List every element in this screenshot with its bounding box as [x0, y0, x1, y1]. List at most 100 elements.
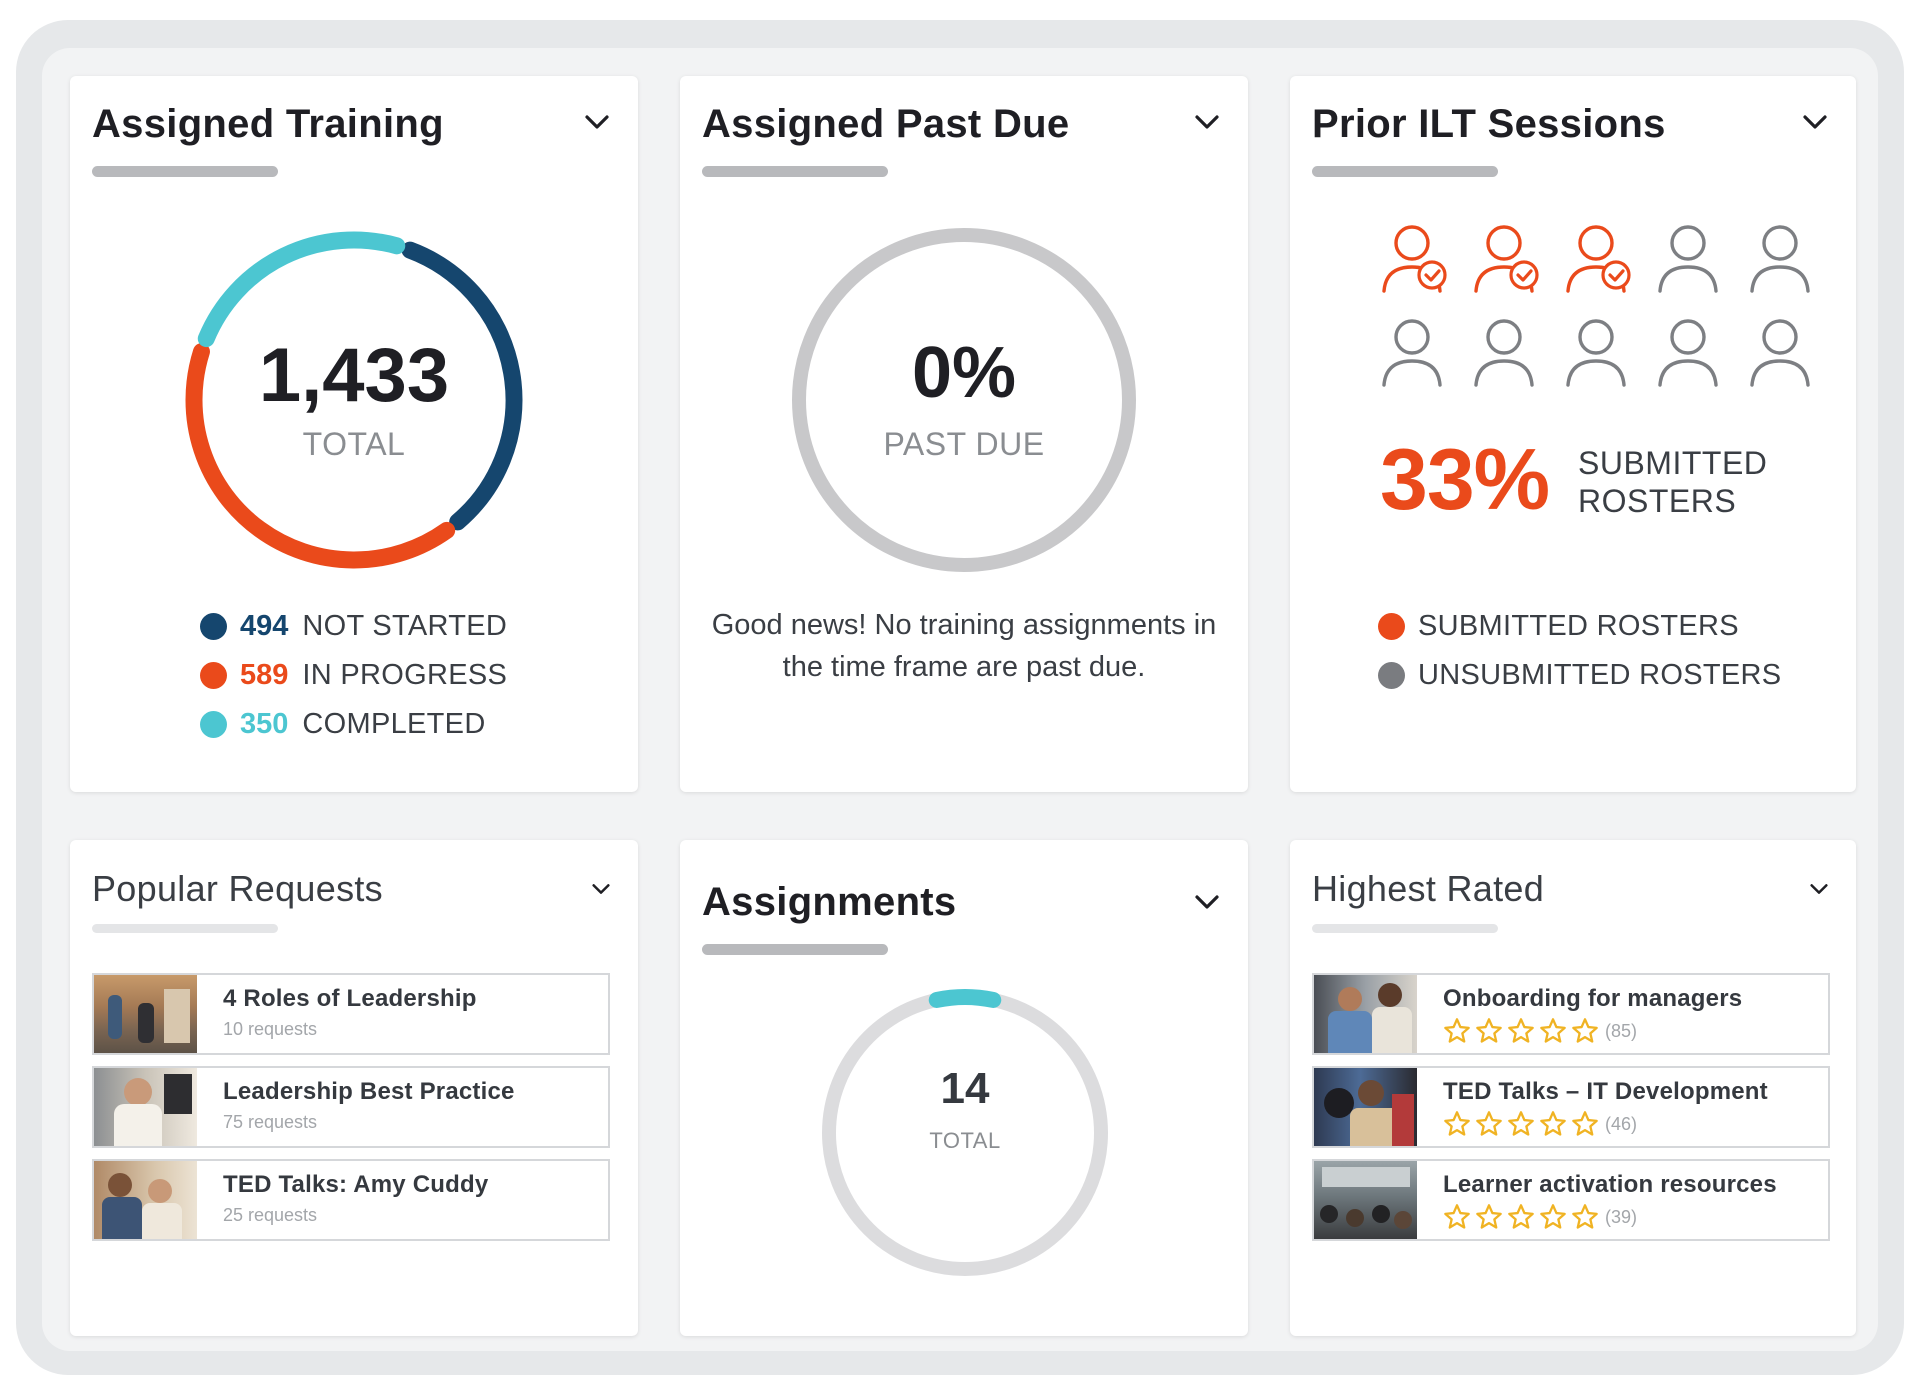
- legend-dot: [200, 662, 227, 689]
- item-title: TED Talks: Amy Cuddy: [223, 1171, 489, 1198]
- list-item[interactable]: TED Talks – IT Development (46): [1312, 1066, 1830, 1148]
- assignments-card: Assignments 14 TOTAL: [680, 840, 1248, 1336]
- star-icon: [1540, 1018, 1566, 1043]
- legend-value: 350: [240, 708, 289, 740]
- training-total-label: TOTAL: [302, 426, 406, 462]
- list-item[interactable]: 4 Roles of Leadership 10 requests: [92, 973, 610, 1055]
- highest-rated-list: Onboarding for managers (85) TED Talks –…: [1312, 973, 1830, 1252]
- person-icon: [1474, 319, 1534, 387]
- course-thumbnail: [1314, 1068, 1417, 1146]
- legend-label: COMPLETED: [302, 708, 486, 740]
- rating-count: (46): [1605, 1113, 1638, 1134]
- past-due-label: PAST DUE: [883, 426, 1045, 462]
- card-title: Highest Rated: [1312, 868, 1545, 909]
- legend-label: UNSUBMITTED ROSTERS: [1418, 659, 1782, 691]
- item-title: Learner activation resources: [1443, 1171, 1777, 1198]
- star-icon: [1508, 1204, 1534, 1229]
- rating-count: (85): [1605, 1020, 1638, 1041]
- legend-unsubmitted: UNSUBMITTED ROSTERS: [1378, 651, 1781, 700]
- star-icon: [1540, 1111, 1566, 1136]
- chevron-down-icon[interactable]: [1800, 110, 1830, 134]
- list-item[interactable]: Learner activation resources (39): [1312, 1159, 1830, 1241]
- highest-rated-card: Highest Rated Onboarding for managers (8…: [1290, 840, 1856, 1336]
- training-total: 1,433: [258, 333, 450, 418]
- card-title: Assigned Past Due: [702, 102, 1070, 146]
- legend-dot: [1378, 662, 1405, 689]
- past-due-percent: 0%: [911, 333, 1017, 413]
- legend-label: SUBMITTED ROSTERS: [1418, 610, 1739, 642]
- legend-submitted: SUBMITTED ROSTERS: [1378, 602, 1781, 651]
- list-item[interactable]: Onboarding for managers (85): [1312, 973, 1830, 1055]
- training-donut-chart: 1,433 TOTAL: [174, 220, 534, 580]
- legend-value: 494: [240, 610, 289, 642]
- legend-completed: 350 COMPLETED: [200, 700, 507, 749]
- person-check-icon: [1566, 225, 1631, 293]
- star-rating: (46): [1443, 1110, 1768, 1138]
- roster-legend: SUBMITTED ROSTERS UNSUBMITTED ROSTERS: [1378, 602, 1781, 700]
- assignments-ring-progress: [928, 989, 1002, 1008]
- card-title: Popular Requests: [92, 868, 383, 909]
- legend-label: NOT STARTED: [302, 610, 508, 642]
- star-icon: [1508, 1111, 1534, 1136]
- star-rating: (39): [1443, 1203, 1777, 1231]
- donut-segment-completed: [197, 231, 406, 348]
- title-underline: [702, 166, 888, 177]
- assignments-total-label: TOTAL: [929, 1128, 1001, 1153]
- person-icon: [1750, 225, 1810, 293]
- item-title: Leadership Best Practice: [223, 1078, 515, 1105]
- person-icon: [1750, 319, 1810, 387]
- card-title: Assigned Training: [92, 102, 444, 146]
- chevron-down-icon[interactable]: [590, 880, 612, 898]
- legend-value: 589: [240, 659, 289, 691]
- star-icon: [1444, 1018, 1470, 1043]
- person-icon: [1566, 319, 1626, 387]
- item-subtitle: 75 requests: [223, 1112, 318, 1132]
- person-icon: [1658, 225, 1718, 293]
- chevron-down-icon[interactable]: [1192, 890, 1222, 914]
- chevron-down-icon[interactable]: [1192, 110, 1222, 134]
- legend-dot: [1378, 613, 1405, 640]
- star-icon: [1444, 1111, 1470, 1136]
- assignments-total: 14: [940, 1064, 990, 1113]
- star-icon: [1476, 1018, 1502, 1043]
- submitted-percent-label-line2: ROSTERS: [1578, 483, 1737, 519]
- item-title: 4 Roles of Leadership: [223, 985, 477, 1012]
- title-underline: [1312, 924, 1498, 933]
- popular-requests-list: 4 Roles of Leadership 10 requests Leader…: [92, 973, 610, 1252]
- roster-people-grid: [1382, 225, 1810, 387]
- star-icon: [1540, 1204, 1566, 1229]
- past-due-ring: 0% PAST DUE: [784, 220, 1144, 580]
- card-title: Assignments: [702, 880, 957, 924]
- card-title: Prior ILT Sessions: [1312, 102, 1666, 146]
- donut-segment-in-progress: [185, 343, 456, 569]
- legend-not-started: 494 NOT STARTED: [200, 602, 507, 651]
- star-icon: [1476, 1111, 1502, 1136]
- popular-requests-card: Popular Requests 4 Roles of Leadership 1…: [70, 840, 638, 1336]
- title-underline: [702, 944, 888, 955]
- submitted-percent: 33%: [1380, 432, 1550, 528]
- item-subtitle: 10 requests: [223, 1019, 318, 1039]
- star-icon: [1572, 1204, 1598, 1229]
- star-icon: [1572, 1111, 1598, 1136]
- chevron-down-icon[interactable]: [1808, 880, 1830, 898]
- person-check-icon: [1474, 225, 1539, 293]
- list-item[interactable]: Leadership Best Practice 75 requests: [92, 1066, 610, 1148]
- prior-ilt-sessions-card: Prior ILT Sessions 33% SUBMITTED ROSTERS…: [1290, 76, 1856, 792]
- list-item[interactable]: TED Talks: Amy Cuddy 25 requests: [92, 1159, 610, 1241]
- chevron-down-icon[interactable]: [582, 110, 612, 134]
- past-due-message: Good news! No training assignments in th…: [711, 609, 1217, 683]
- title-underline: [92, 924, 278, 933]
- assigned-past-due-card: Assigned Past Due 0% PAST DUE Good news!…: [680, 76, 1248, 792]
- legend-in-progress: 589 IN PROGRESS: [200, 651, 507, 700]
- person-check-icon: [1382, 225, 1447, 293]
- title-underline: [92, 166, 278, 177]
- legend-dot: [200, 613, 227, 640]
- star-icon: [1572, 1018, 1598, 1043]
- star-icon: [1444, 1204, 1470, 1229]
- title-underline: [1312, 166, 1498, 177]
- item-title: TED Talks – IT Development: [1443, 1078, 1768, 1105]
- star-icon: [1476, 1204, 1502, 1229]
- legend-dot: [200, 711, 227, 738]
- submitted-percent-label: SUBMITTED ROSTERS: [1578, 444, 1767, 520]
- person-icon: [1382, 319, 1442, 387]
